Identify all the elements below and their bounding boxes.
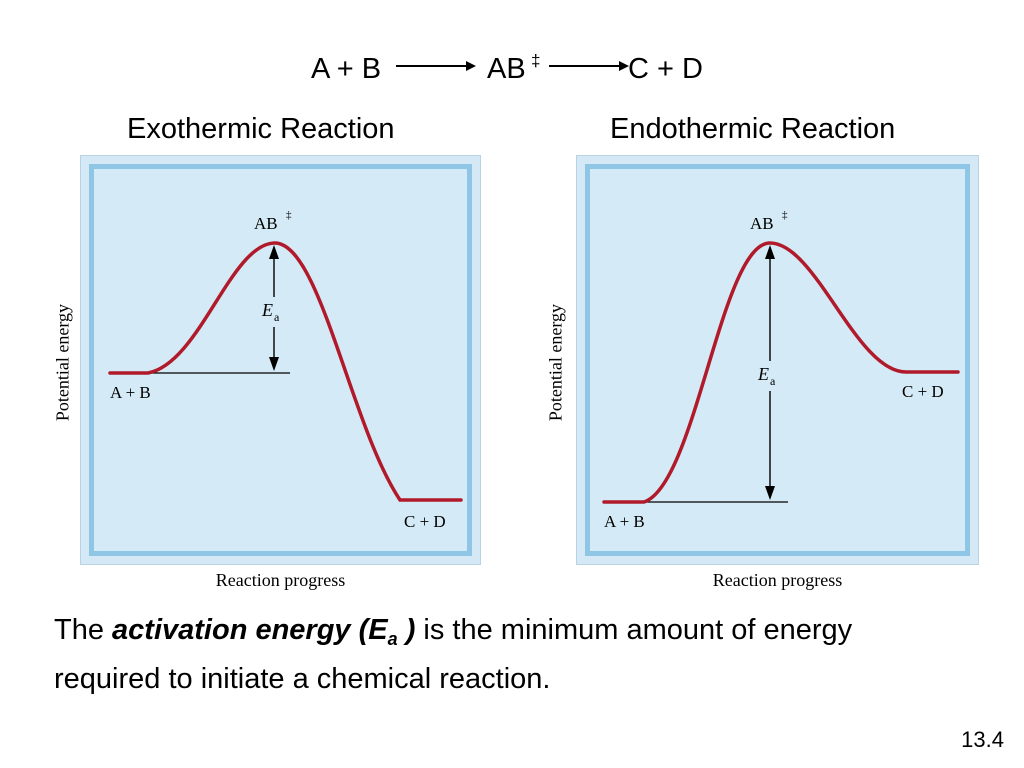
ea-subscript: a (274, 310, 280, 324)
endothermic-diagram: AB ‡ E a C + D A + B (576, 155, 979, 565)
caption-term-subscript: a (387, 629, 398, 649)
caption-prefix: The (54, 614, 113, 646)
endothermic-energy-plot: AB ‡ E a C + D A + B (602, 209, 960, 531)
endothermic-x-axis-label: Reaction progress (712, 570, 843, 590)
equation-complex: AB (487, 53, 526, 85)
ea-label-background (260, 297, 286, 327)
ea-arrow-up-icon (269, 245, 279, 259)
ea-arrow-down-icon (269, 357, 279, 371)
slide-number: 13.4 (961, 727, 1004, 752)
reaction-arrow-icon (549, 61, 629, 71)
exothermic-y-axis-label: Potential energy (52, 303, 73, 422)
caption: The activation energy (Ea ) is the minim… (54, 610, 954, 699)
endothermic-y-axis-label: Potential energy (545, 303, 566, 422)
ea-arrow-down-icon (765, 486, 775, 500)
peak-mark: ‡ (782, 209, 788, 221)
ea-label: E (261, 300, 273, 320)
product-label: C + D (404, 512, 446, 531)
exothermic-x-axis-label: Reaction progress (215, 570, 346, 590)
equation-reactants: A + B (311, 53, 382, 85)
equation-products: C + D (628, 53, 703, 85)
ea-label: E (757, 364, 769, 384)
endothermic-heading: Endothermic Reaction (610, 113, 896, 145)
peak-label: AB (254, 214, 278, 233)
panel-border (585, 164, 970, 556)
exothermic-heading: Exothermic Reaction (127, 113, 395, 145)
exothermic-diagram: AB ‡ E a A + B C + D (80, 155, 481, 565)
ea-arrow-up-icon (765, 245, 775, 259)
reaction-arrow-icon (396, 61, 476, 71)
peak-mark: ‡ (286, 209, 292, 221)
equation-double-dagger: ‡ (531, 51, 541, 70)
energy-curve (108, 241, 463, 502)
product-label: C + D (902, 382, 944, 401)
caption-term-text: activation energy (E (112, 614, 388, 646)
caption-term: activation energy (Ea ) (112, 614, 416, 649)
panel-border (89, 164, 472, 556)
reactant-label: A + B (604, 512, 645, 531)
caption-rest: is the minimum amount of energy required… (54, 614, 853, 695)
ea-subscript: a (770, 374, 776, 388)
peak-label: AB (750, 214, 774, 233)
exothermic-energy-plot: AB ‡ E a A + B C + D (108, 209, 463, 531)
caption-term-close: ) (397, 614, 416, 646)
ea-label-background (756, 361, 782, 391)
energy-curve (602, 241, 960, 504)
reactant-label: A + B (110, 383, 151, 402)
